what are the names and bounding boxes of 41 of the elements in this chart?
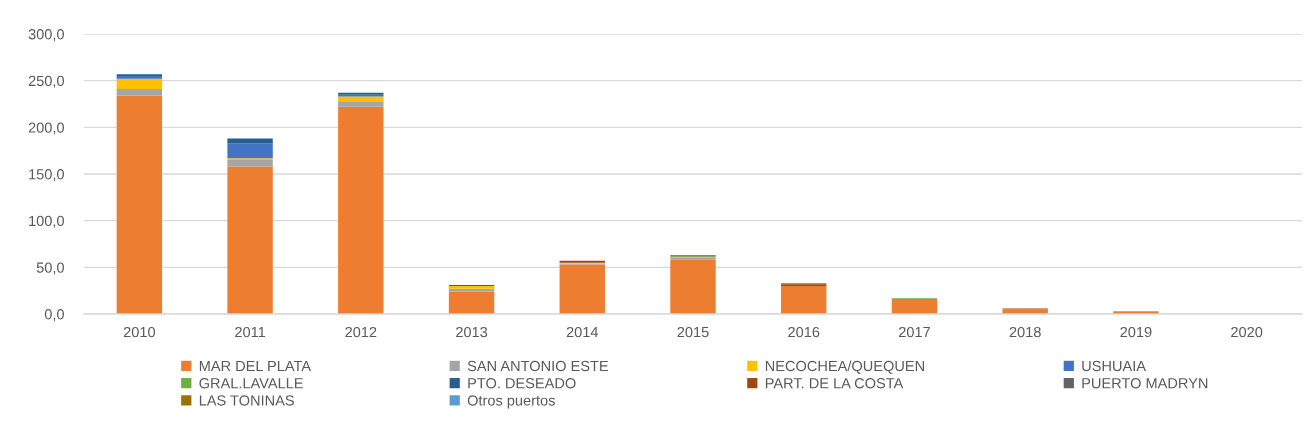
- bar: [448, 291, 495, 314]
- y-tick-label: 300,0: [28, 29, 64, 42]
- legend-label: USHUAIA: [1082, 360, 1146, 372]
- legend-label: GRAL.LAVALLE: [199, 378, 303, 389]
- x-tick-label: 2020: [1231, 326, 1263, 338]
- legend-label: MAR DEL PLATA: [199, 360, 312, 371]
- x-tick-label: 2015: [677, 326, 709, 338]
- legend-label: SAN ANTONIO ESTE: [467, 360, 609, 372]
- bar: [781, 286, 827, 314]
- x-tick-label: 2017: [898, 326, 930, 338]
- y-tick-label: 200,0: [28, 122, 64, 135]
- bar: [116, 89, 163, 96]
- x-tick-label: 2014: [566, 326, 599, 338]
- bar: [227, 143, 273, 159]
- bar: [670, 259, 716, 314]
- x-tick-label: 2018: [1009, 326, 1041, 338]
- y-tick-label: 100,0: [29, 215, 64, 228]
- x-tick-label: 2016: [788, 326, 820, 338]
- bar: [227, 160, 273, 167]
- legend-label: Otros puertos: [467, 395, 555, 409]
- y-tick-label: 250,0: [28, 75, 64, 88]
- bar: [227, 166, 273, 314]
- legend-label: PART. DE LA COSTA: [765, 378, 904, 389]
- x-tick-label: 2011: [235, 326, 266, 338]
- x-tick-label: 2013: [456, 326, 488, 338]
- x-tick-label: 2012: [345, 326, 377, 338]
- legend-label: PUERTO MADRYN: [1082, 378, 1208, 389]
- legend-label: NECOCHEA/QUEQUEN: [765, 360, 924, 374]
- legend-label: PTO. DESEADO: [468, 378, 576, 389]
- bar: [338, 106, 384, 314]
- y-tick-label: 150,0: [29, 169, 64, 182]
- y-tick-label: 0,0: [44, 309, 64, 322]
- x-tick-label: 2019: [1120, 326, 1152, 338]
- bar: [338, 101, 384, 107]
- bar: [116, 78, 163, 90]
- y-tick-label: 50,0: [36, 262, 64, 275]
- legend-label: LAS TONINAS: [199, 395, 294, 406]
- x-tick-label: 2010: [123, 326, 156, 338]
- bar: [116, 95, 163, 314]
- bar: [891, 299, 938, 314]
- bar: [559, 264, 605, 314]
